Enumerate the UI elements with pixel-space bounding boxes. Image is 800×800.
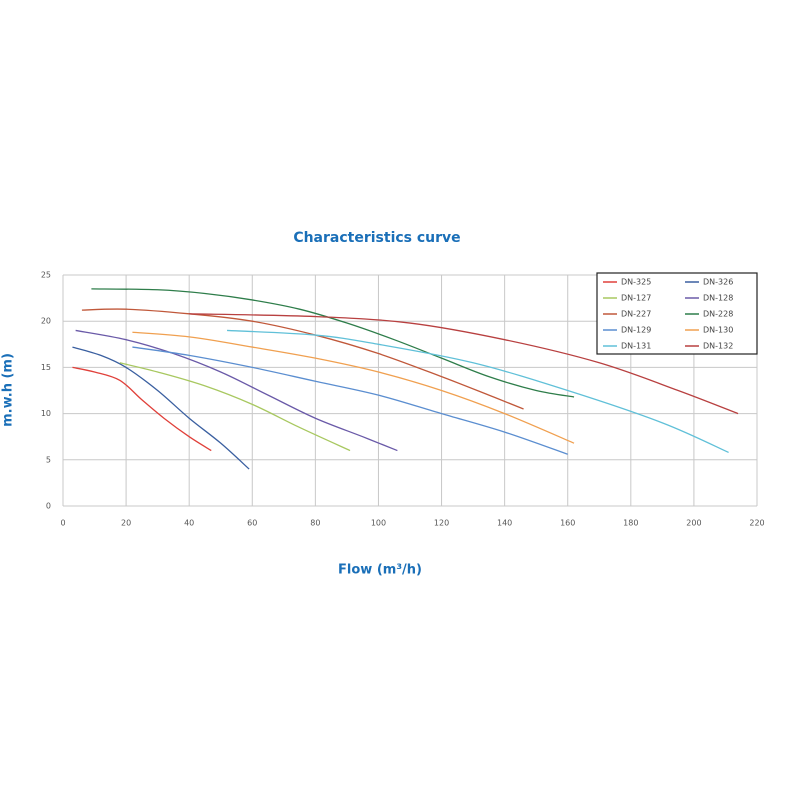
x-tick-label: 200: [686, 519, 701, 528]
series-line: [119, 362, 351, 452]
x-tick-label: 40: [184, 519, 194, 528]
x-axis-label: Flow (m³/h): [338, 563, 422, 578]
legend-label: DN-228: [703, 310, 733, 319]
series-line: [72, 366, 212, 452]
series-line: [189, 313, 739, 415]
series-line: [227, 329, 729, 454]
y-tick-label: 10: [41, 409, 51, 418]
legend-label: DN-131: [621, 342, 651, 351]
x-tick-label: 100: [371, 519, 386, 528]
y-tick-label: 20: [41, 317, 51, 326]
x-tick-label: 120: [434, 519, 449, 528]
legend-box: [596, 272, 758, 355]
x-tick-label: 160: [560, 519, 575, 528]
x-tick-label: 180: [623, 519, 638, 528]
x-tick-label: 60: [247, 519, 257, 528]
legend-label: DN-132: [703, 342, 733, 351]
legend-label: DN-127: [621, 294, 651, 303]
legend-label: DN-129: [621, 326, 651, 335]
x-tick-label: 220: [749, 519, 764, 528]
series-line: [91, 288, 575, 398]
legend-label: DN-326: [703, 278, 733, 287]
x-tick-label: 0: [60, 519, 65, 528]
legend-label: DN-130: [703, 326, 733, 335]
series-line: [132, 331, 575, 444]
y-axis-label: m.w.h (m): [1, 353, 16, 427]
x-tick-label: 80: [310, 519, 320, 528]
legend-label: DN-227: [621, 310, 651, 319]
y-tick-label: 25: [41, 271, 51, 280]
y-tick-label: 5: [46, 455, 51, 464]
chart-title: Characteristics curve: [293, 230, 460, 246]
y-tick-label: 15: [41, 363, 51, 372]
y-tick-label: 0: [46, 502, 51, 511]
x-tick-label: 20: [121, 519, 131, 528]
series-line: [132, 346, 568, 455]
legend-label: DN-128: [703, 294, 733, 303]
series-line: [75, 329, 398, 452]
x-tick-label: 140: [497, 519, 512, 528]
series-line: [72, 346, 250, 470]
legend-label: DN-325: [621, 278, 651, 287]
